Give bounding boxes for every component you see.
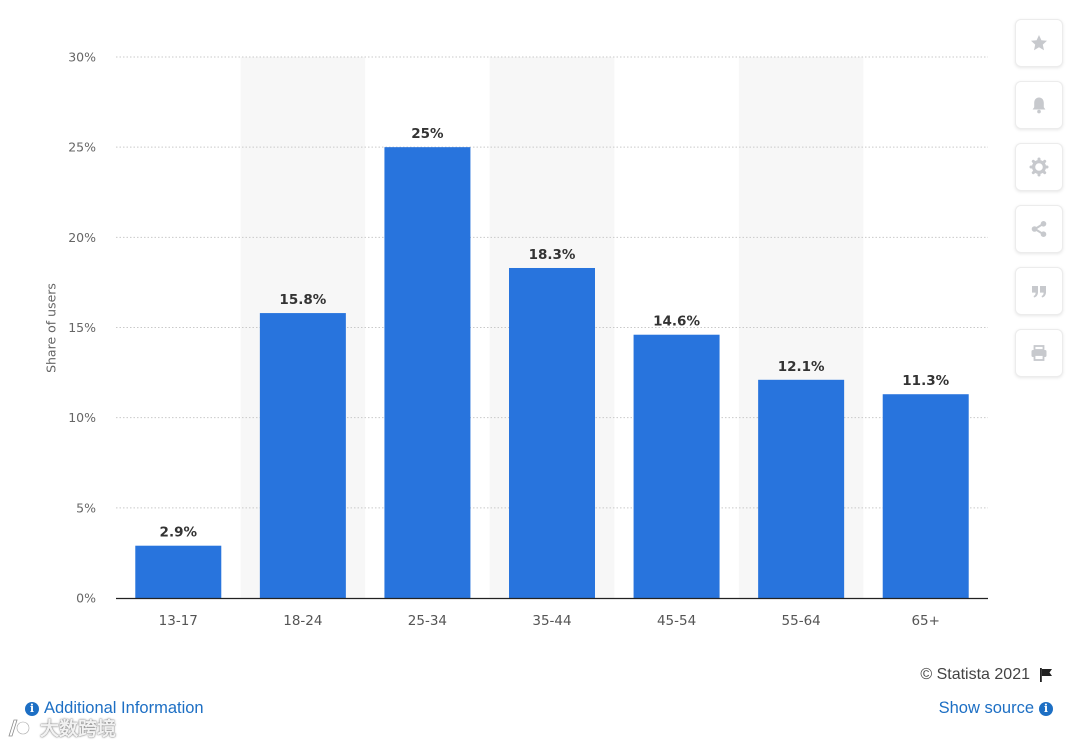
bell-icon [1032, 97, 1046, 114]
x-tick-label: 18-24 [283, 613, 322, 629]
additional-information-label: Additional Information [44, 699, 204, 717]
y-tick-label: 20% [68, 230, 96, 245]
cite-button[interactable] [1015, 267, 1063, 315]
y-tick-label: 10% [68, 410, 96, 425]
x-tick-label: 65+ [911, 613, 940, 629]
print-button[interactable] [1015, 329, 1063, 377]
bar-value-label: 15.8% [279, 292, 326, 308]
bar-value-label: 14.6% [653, 314, 700, 330]
notification-button[interactable] [1015, 81, 1063, 129]
share-button[interactable] [1015, 205, 1063, 253]
watermark-logo [8, 719, 31, 736]
watermark-text: 大数跨境 [40, 718, 117, 740]
gear-icon [1029, 157, 1049, 177]
y-tick-label: 15% [68, 320, 96, 335]
x-tick-label: 55-64 [782, 613, 821, 629]
bar-value-label: 12.1% [778, 359, 825, 375]
y-tick-label: 5% [76, 500, 96, 515]
settings-button[interactable] [1015, 143, 1063, 191]
y-tick-label: 30% [68, 50, 96, 65]
copyright-text: © Statista 2021 [920, 666, 1030, 683]
quote-icon [1032, 286, 1046, 298]
star-icon [1031, 35, 1047, 51]
bar-value-label: 25% [411, 126, 444, 142]
bar-value-label: 11.3% [902, 373, 949, 389]
flag-icon[interactable] [1038, 667, 1054, 683]
chart-toolbar [1015, 19, 1063, 391]
bar-value-label: 18.3% [529, 247, 576, 263]
show-source-label: Show source [938, 699, 1034, 717]
bar [882, 394, 969, 598]
info-icon: i [1039, 701, 1053, 716]
bar [633, 334, 720, 598]
show-source-link[interactable]: Show source i [939, 699, 1053, 718]
y-tick-label: 25% [68, 140, 96, 155]
info-icon: i [25, 701, 39, 716]
x-tick-label: 45-54 [657, 613, 696, 629]
watermark: 大数跨境 [6, 714, 116, 741]
bar [384, 147, 471, 598]
favorite-button[interactable] [1015, 19, 1063, 67]
copyright-notice: © Statista 2021 [920, 666, 1054, 684]
x-tick-label: 25-34 [408, 613, 447, 629]
additional-information-link[interactable]: i Additional Information [25, 699, 204, 718]
bar [259, 313, 346, 598]
bar [509, 267, 595, 598]
x-tick-label: 13-17 [159, 613, 198, 629]
print-icon [1031, 345, 1047, 361]
bar [758, 379, 845, 598]
bar [135, 545, 222, 598]
x-tick-label: 35-44 [532, 613, 571, 629]
y-tick-label: 0% [76, 591, 96, 606]
y-axis-title: Share of users [43, 283, 59, 373]
share-icon [1031, 221, 1047, 237]
bar-value-label: 2.9% [160, 525, 198, 541]
